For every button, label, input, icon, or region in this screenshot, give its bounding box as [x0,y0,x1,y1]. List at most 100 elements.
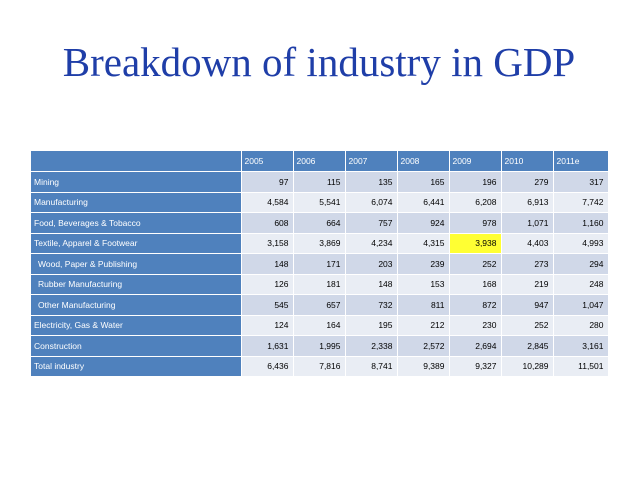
table-cell: 219 [501,274,554,295]
row-label: Construction [31,335,242,357]
table-cell: 171 [293,253,346,275]
table-cell: 1,071 [501,212,554,234]
table-cell: 6,208 [449,192,502,213]
table-cell: 3,158 [241,233,294,254]
table-cell: 1,631 [241,335,294,357]
table-cell: 196 [449,171,502,193]
table-row: Rubber Manufacturing 126 181 148 153 168 219 24… [31,274,609,295]
table-cell: 252 [449,253,502,275]
table-cell: 6,441 [397,192,450,213]
table-header-row: 2005 2006 2007 2008 2009 2010 2011e [31,151,609,172]
table-cell: 545 [241,294,294,316]
table-row: Mining 97 115 135 165 196 279 317 [31,171,609,193]
table-cell: 181 [293,274,346,295]
table-cell: 664 [293,212,346,234]
table-cell: 148 [345,274,398,295]
table-cell: 273 [501,253,554,275]
table-cell: 212 [397,315,450,336]
table-cell: 4,315 [397,233,450,254]
table-cell: 3,161 [553,335,609,357]
column-header: 2008 [397,151,450,172]
table-cell: 947 [501,294,554,316]
table-cell: 126 [241,274,294,295]
table-cell: 732 [345,294,398,316]
table-row: Manufacturing 4,584 5,541 6,074 6,441 6,208 6,… [31,192,609,213]
row-label: Mining [31,171,242,193]
table-cell: 148 [241,253,294,275]
table-cell: 4,234 [345,233,398,254]
table-cell: 2,572 [397,335,450,357]
table-row: Other Manufacturing 545 657 732 811 872 947 1,0… [31,294,609,316]
highlighted-cell: 3,938 [449,233,502,254]
table-cell: 195 [345,315,398,336]
row-label: Rubber Manufacturing [31,274,242,295]
table-cell: 124 [241,315,294,336]
row-label: Electricity, Gas & Water [31,315,242,336]
row-label: Manufacturing [31,192,242,213]
slide-title: Breakdown of industry in GDP [62,39,576,85]
row-label: Other Manufacturing [31,294,242,316]
table-cell: 279 [501,171,554,193]
row-label: Textile, Apparel & Footwear [31,233,242,254]
column-header: 2011e [553,151,609,172]
table-cell: 317 [553,171,609,193]
table-corner-cell [31,151,242,172]
table-cell: 924 [397,212,450,234]
table-cell: 2,845 [501,335,554,357]
table-cell: 1,995 [293,335,346,357]
row-label: Wood, Paper & Publishing [31,253,242,275]
table-cell: 657 [293,294,346,316]
table-cell: 115 [293,171,346,193]
row-label: Food, Beverages & Tobacco [31,212,242,234]
column-header: 2010 [501,151,554,172]
table-cell: 2,694 [449,335,502,357]
table-cell: 7,816 [293,356,346,377]
table-cell: 165 [397,171,450,193]
table-cell: 135 [345,171,398,193]
table-cell: 6,913 [501,192,554,213]
table-cell: 153 [397,274,450,295]
table-cell: 2,338 [345,335,398,357]
table-cell: 5,541 [293,192,346,213]
table-cell: 757 [345,212,398,234]
table-row: Construction 1,631 1,995 2,338 2,572 2,694 2,8… [31,335,609,357]
table-cell: 9,327 [449,356,502,377]
table-cell: 239 [397,253,450,275]
row-label: Total industry [31,356,242,377]
table-cell: 4,584 [241,192,294,213]
table-cell: 97 [241,171,294,193]
table-cell: 6,436 [241,356,294,377]
table-cell: 280 [553,315,609,336]
table-cell: 11,501 [553,356,609,377]
column-header: 2005 [241,151,294,172]
table-cell: 978 [449,212,502,234]
table-row: Total industry 6,436 7,816 8,741 9,389 9,327 1… [31,356,609,377]
table-cell: 4,993 [553,233,609,254]
table-cell: 6,074 [345,192,398,213]
table-cell: 168 [449,274,502,295]
table-cell: 1,047 [553,294,609,316]
column-header: 2007 [345,151,398,172]
table-cell: 1,160 [553,212,609,234]
table-cell: 10,289 [501,356,554,377]
table-cell: 4,403 [501,233,554,254]
table-row: Food, Beverages & Tobacco 608 664 757 924 978… [31,212,609,234]
table-row: Electricity, Gas & Water 124 164 195 212 230 2… [31,315,609,336]
table-body: Mining 97 115 135 165 196 279 317 Manufacturing 4… [31,171,609,377]
table-cell: 608 [241,212,294,234]
table-cell: 294 [553,253,609,275]
table-row: Wood, Paper & Publishing 148 171 203 239 252 2… [31,253,609,275]
table-cell: 252 [501,315,554,336]
table-cell: 9,389 [397,356,450,377]
table-cell: 203 [345,253,398,275]
table-cell: 164 [293,315,346,336]
table-cell: 8,741 [345,356,398,377]
table-cell: 7,742 [553,192,609,213]
table-cell: 230 [449,315,502,336]
table-row: Textile, Apparel & Footwear 3,158 3,869 4,2… [31,233,609,254]
industry-gdp-table: 2005 2006 2007 2008 2009 2010 2011e Mini… [31,151,609,377]
table-cell: 3,869 [293,233,346,254]
table-cell: 248 [553,274,609,295]
table-cell: 872 [449,294,502,316]
column-header: 2009 [449,151,502,172]
